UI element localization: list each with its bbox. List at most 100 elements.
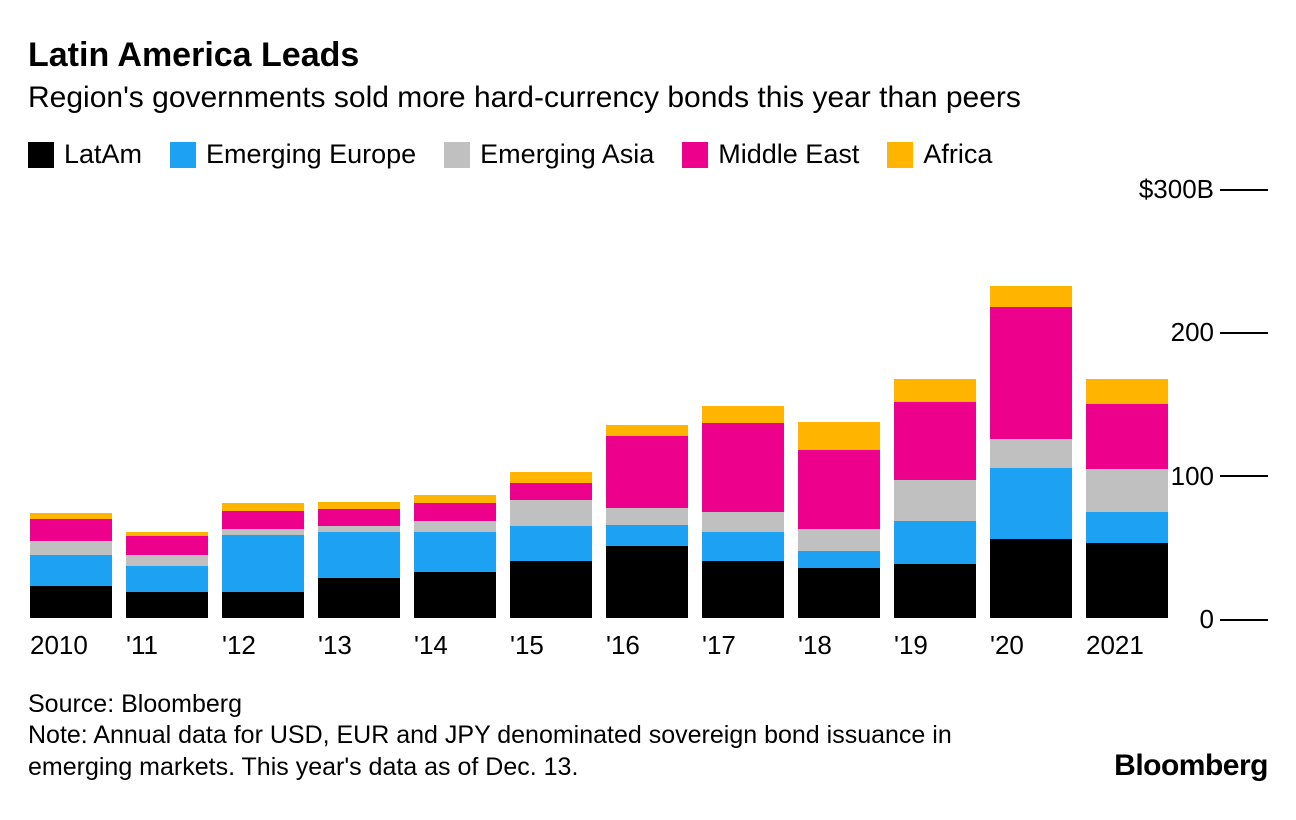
bar-column xyxy=(702,188,784,618)
bar-segment xyxy=(1086,379,1168,405)
legend-swatch xyxy=(170,142,196,168)
bar-segment xyxy=(510,561,592,618)
bar-column xyxy=(318,188,400,618)
bar-segment xyxy=(606,546,688,618)
bar-segment xyxy=(990,286,1072,308)
footer-text: Source: Bloomberg Note: Annual data for … xyxy=(28,689,1028,783)
bar-segment xyxy=(414,503,496,520)
x-tick-label: '17 xyxy=(702,630,784,661)
bar-column xyxy=(126,188,208,618)
bar-segment xyxy=(606,425,688,436)
x-axis: 2010'11'12'13'14'15'16'17'18'19'202021 xyxy=(28,630,1268,661)
bar-column xyxy=(990,188,1072,618)
x-tick-label: '11 xyxy=(126,630,208,661)
chart-plot-area: 0100200$300B xyxy=(28,188,1268,618)
bar-segment xyxy=(126,555,208,566)
bar-column xyxy=(510,188,592,618)
bar-segment xyxy=(798,551,880,568)
bar-segment xyxy=(30,586,112,618)
bar-segment xyxy=(318,532,400,578)
y-tick-label: 200 xyxy=(1171,317,1214,348)
bar-segment xyxy=(126,536,208,555)
bar-segment xyxy=(894,521,976,564)
bar-segment xyxy=(990,539,1072,618)
x-tick-label: '13 xyxy=(318,630,400,661)
bar-segment xyxy=(414,521,496,532)
bar-segment xyxy=(606,436,688,508)
bar-segment xyxy=(894,379,976,402)
bar-segment xyxy=(798,450,880,529)
bar-segment xyxy=(126,592,208,618)
bar-column xyxy=(798,188,880,618)
legend-swatch xyxy=(887,142,913,168)
chart-subtitle: Region's governments sold more hard-curr… xyxy=(28,81,1268,115)
legend-label: Africa xyxy=(923,139,992,170)
x-tick-label: '20 xyxy=(990,630,1072,661)
y-tick-line xyxy=(1220,189,1268,191)
bar-segment xyxy=(222,503,304,510)
legend-item: Africa xyxy=(887,139,992,170)
bar-segment xyxy=(1086,512,1168,544)
legend-item: Emerging Asia xyxy=(444,139,654,170)
x-tick-label: '12 xyxy=(222,630,304,661)
bar-segment xyxy=(510,526,592,560)
bar-segment xyxy=(702,561,784,618)
bar-segment xyxy=(318,509,400,526)
legend-label: Middle East xyxy=(718,139,859,170)
legend-item: Middle East xyxy=(682,139,859,170)
legend-label: LatAm xyxy=(64,139,142,170)
y-tick-line xyxy=(1220,475,1268,477)
bar-segment xyxy=(894,480,976,520)
bars-container xyxy=(28,188,1168,618)
bar-segment xyxy=(30,555,112,587)
chart-footer: Source: Bloomberg Note: Annual data for … xyxy=(28,689,1268,783)
bar-segment xyxy=(414,532,496,572)
bar-segment xyxy=(702,512,784,532)
bar-segment xyxy=(30,519,112,541)
bar-segment xyxy=(510,483,592,500)
y-axis: 0100200$300B xyxy=(1173,188,1268,618)
bar-segment xyxy=(990,468,1072,540)
bar-segment xyxy=(1086,543,1168,618)
note-line: Note: Annual data for USD, EUR and JPY d… xyxy=(28,720,1028,783)
legend: LatAm Emerging Europe Emerging Asia Middle … xyxy=(28,139,1268,170)
x-tick-label: '14 xyxy=(414,630,496,661)
bar-segment xyxy=(1086,469,1168,512)
bar-segment xyxy=(702,406,784,423)
bar-segment xyxy=(702,423,784,512)
x-tick-label: 2010 xyxy=(30,630,112,661)
x-tick-label: '19 xyxy=(894,630,976,661)
bar-segment xyxy=(798,529,880,551)
x-tick-label: 2021 xyxy=(1086,630,1168,661)
legend-item: Emerging Europe xyxy=(170,139,416,170)
bar-segment xyxy=(414,572,496,618)
bar-segment xyxy=(798,568,880,618)
bar-segment xyxy=(798,422,880,451)
bar-segment xyxy=(1086,404,1168,469)
y-tick-line xyxy=(1220,619,1268,621)
x-tick-label: '18 xyxy=(798,630,880,661)
bar-segment xyxy=(606,525,688,547)
bar-segment xyxy=(222,511,304,530)
bar-column xyxy=(414,188,496,618)
x-tick-label: '15 xyxy=(510,630,592,661)
bar-segment xyxy=(126,566,208,592)
bar-segment xyxy=(990,307,1072,439)
legend-label: Emerging Asia xyxy=(480,139,654,170)
bar-segment xyxy=(510,472,592,483)
chart-title: Latin America Leads xyxy=(28,36,1268,75)
bar-segment xyxy=(414,495,496,504)
source-line: Source: Bloomberg xyxy=(28,689,1028,720)
y-tick-label: 100 xyxy=(1171,461,1214,492)
bar-segment xyxy=(222,535,304,592)
bar-segment xyxy=(30,541,112,555)
legend-swatch xyxy=(28,142,54,168)
bar-column xyxy=(30,188,112,618)
legend-swatch xyxy=(682,142,708,168)
y-tick: 100 xyxy=(1171,461,1268,492)
bar-segment xyxy=(894,564,976,618)
bar-segment xyxy=(510,500,592,526)
bar-segment xyxy=(990,439,1072,468)
y-tick-line xyxy=(1220,332,1268,334)
bar-segment xyxy=(606,508,688,525)
